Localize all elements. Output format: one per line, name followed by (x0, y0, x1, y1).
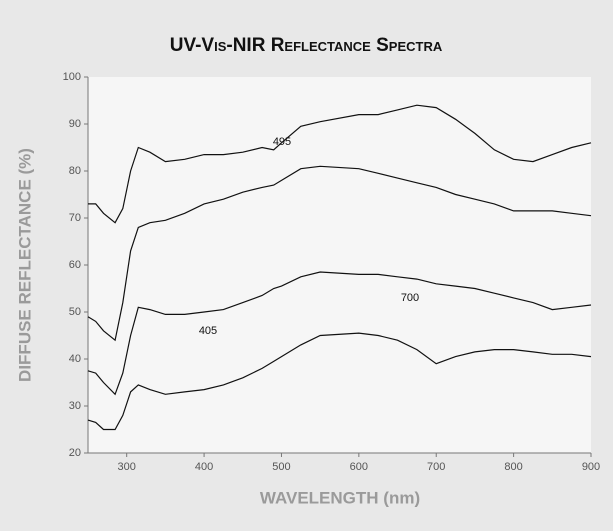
x-tick-label: 800 (504, 461, 522, 473)
series-line (87, 165, 592, 342)
annotation: 700 (401, 292, 419, 304)
x-tick-label: 400 (195, 461, 213, 473)
annotation: 405 (199, 325, 217, 337)
series-line (87, 271, 592, 396)
series-line (87, 332, 592, 431)
series-line (88, 104, 592, 224)
y-tick-label: 60 (69, 259, 81, 271)
x-tick-label: 500 (272, 461, 290, 473)
annotation: 495 (273, 136, 291, 148)
y-axis-title: DIFFUSE REFLECTANCE (%) (15, 148, 34, 382)
y-tick-label: 30 (69, 400, 81, 412)
y-tick-label: 70 (69, 212, 81, 224)
x-tick-label: 900 (582, 461, 600, 473)
plot-area (88, 77, 591, 453)
y-tick-label: 20 (69, 447, 81, 459)
y-tick-label: 90 (69, 118, 81, 130)
y-tick-label: 40 (69, 353, 81, 365)
y-tick-label: 50 (69, 306, 81, 318)
y-tick-label: 80 (69, 165, 81, 177)
x-axis-title: WAVELENGTH (nm) (260, 488, 420, 507)
x-tick-label: 600 (350, 461, 368, 473)
y-tick-label: 100 (63, 71, 81, 83)
chart-title: UV-Vis-NIR Reflectance Spectra (170, 35, 443, 56)
x-tick-label: 700 (427, 461, 445, 473)
x-tick-label: 300 (118, 461, 136, 473)
